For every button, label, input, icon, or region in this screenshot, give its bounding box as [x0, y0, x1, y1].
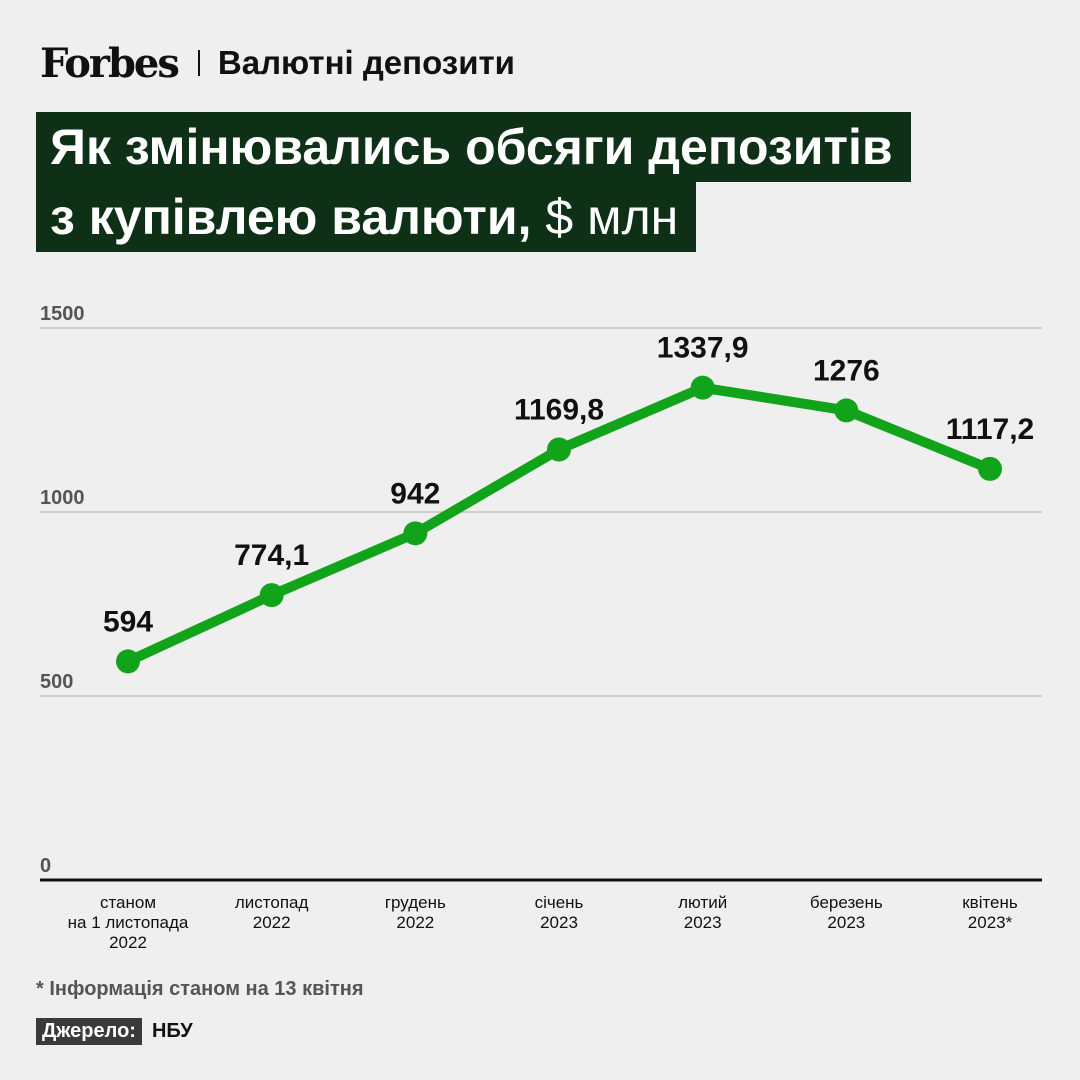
x-tick-label: грудень 2022: [385, 893, 446, 932]
x-tick-label: березень 2023: [810, 893, 883, 932]
section-title: Валютні депозити: [217, 44, 515, 81]
source-value: НБУ: [151, 1020, 193, 1042]
forbes-logo: Forbes: [40, 39, 180, 87]
data-point: [978, 456, 1002, 481]
data-point: [403, 521, 428, 546]
data-label: 1117,2: [946, 413, 1034, 446]
x-tick-label: лютий 2023: [678, 893, 727, 932]
y-tick-label: 500: [40, 671, 73, 693]
x-tick-label: листопад 2022: [235, 893, 309, 932]
x-tick-label: січень 2023: [535, 893, 584, 932]
data-label: 1337,9: [657, 332, 749, 365]
source-line: Джерело: НБУ: [36, 1018, 193, 1045]
data-point: [116, 649, 140, 674]
line-chart: 0 500 1000 1500 594 774,1 942 1169,8 1337,9 1276 1…: [40, 303, 1042, 952]
y-tick-label: 1000: [40, 487, 85, 509]
data-point: [259, 583, 284, 608]
y-tick-label: 0: [40, 855, 51, 877]
data-label: 1169,8: [514, 394, 604, 427]
x-tick-label: станом на 1 листопада 2022: [68, 893, 189, 952]
brand-header: Forbes Валютні депозити: [40, 38, 515, 88]
data-label: 774,1: [234, 539, 309, 572]
chart-title-text: з купівлею валюти,: [50, 189, 532, 245]
header-divider: [197, 50, 200, 76]
source-label: Джерело:: [36, 1018, 142, 1045]
data-label: 594: [103, 605, 153, 638]
series-line: [123, 382, 995, 667]
data-label: 1276: [813, 354, 880, 387]
chart-title-line-1: Як змінювались обсяги депозитів: [36, 112, 911, 182]
y-tick-label: 1500: [40, 303, 85, 325]
data-point: [690, 375, 715, 400]
footnote: * Інформація станом на 13 квітня: [36, 978, 364, 1000]
data-label: 942: [390, 477, 440, 510]
data-point: [834, 398, 859, 423]
chart-title-unit: $ млн: [545, 189, 679, 245]
x-tick-label: квітень 2023*: [962, 893, 1018, 932]
data-point: [547, 437, 571, 462]
chart-title-line-2: з купівлею валюти, $ млн: [36, 182, 697, 252]
